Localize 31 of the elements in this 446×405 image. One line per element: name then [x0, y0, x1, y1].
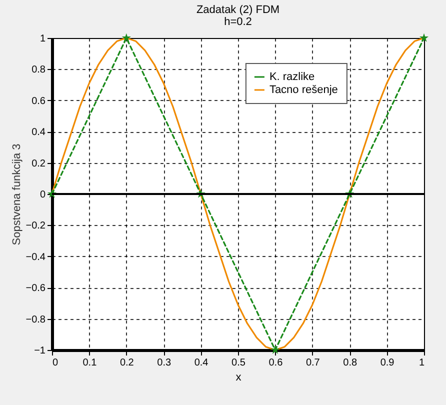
x-tick-label: 0.7 — [306, 358, 320, 368]
y-tick-label: 0 — [40, 190, 46, 200]
chart-title: Zadatak (2) FDM — [196, 4, 280, 16]
chart-subtitle: h=0.2 — [224, 16, 252, 28]
y-tick-label: 0.6 — [32, 96, 46, 107]
x-tick-label: 0.3 — [157, 358, 172, 368]
y-tick-label: −0.2 — [26, 220, 46, 232]
y-tick-label: −0.8 — [26, 314, 46, 326]
y-tick-label: 0.2 — [32, 158, 46, 170]
x-tick-label: 0.4 — [194, 358, 209, 368]
y-tick-label: −0.6 — [26, 283, 46, 294]
x-tick-label: 0.8 — [343, 358, 358, 368]
x-tick-label: 0 — [52, 358, 58, 368]
x-axis-title: x — [236, 372, 242, 384]
y-axis-title: Sopstvena funkcija 3 — [10, 144, 23, 246]
y-tick-label: −1 — [34, 346, 46, 356]
x-tick-label: 0.9 — [380, 358, 395, 368]
legend-label: Tacno rešenje — [269, 84, 338, 96]
y-tick-label: 0.8 — [32, 64, 46, 76]
x-tick-label: 1 — [418, 358, 425, 368]
x-tick-label: 0.6 — [268, 358, 284, 368]
point — [270, 345, 280, 354]
x-tick-label: 0.5 — [232, 358, 246, 368]
y-tick-label: −0.4 — [26, 252, 46, 263]
y-tick-label: 0.4 — [32, 127, 46, 138]
y-tick-label: 1 — [40, 34, 46, 44]
x-tick-label: 0.2 — [120, 358, 134, 368]
legend-label: K. razlike — [269, 70, 315, 83]
point — [122, 33, 131, 42]
x-tick-label: 0.1 — [82, 358, 98, 368]
point — [419, 33, 429, 42]
